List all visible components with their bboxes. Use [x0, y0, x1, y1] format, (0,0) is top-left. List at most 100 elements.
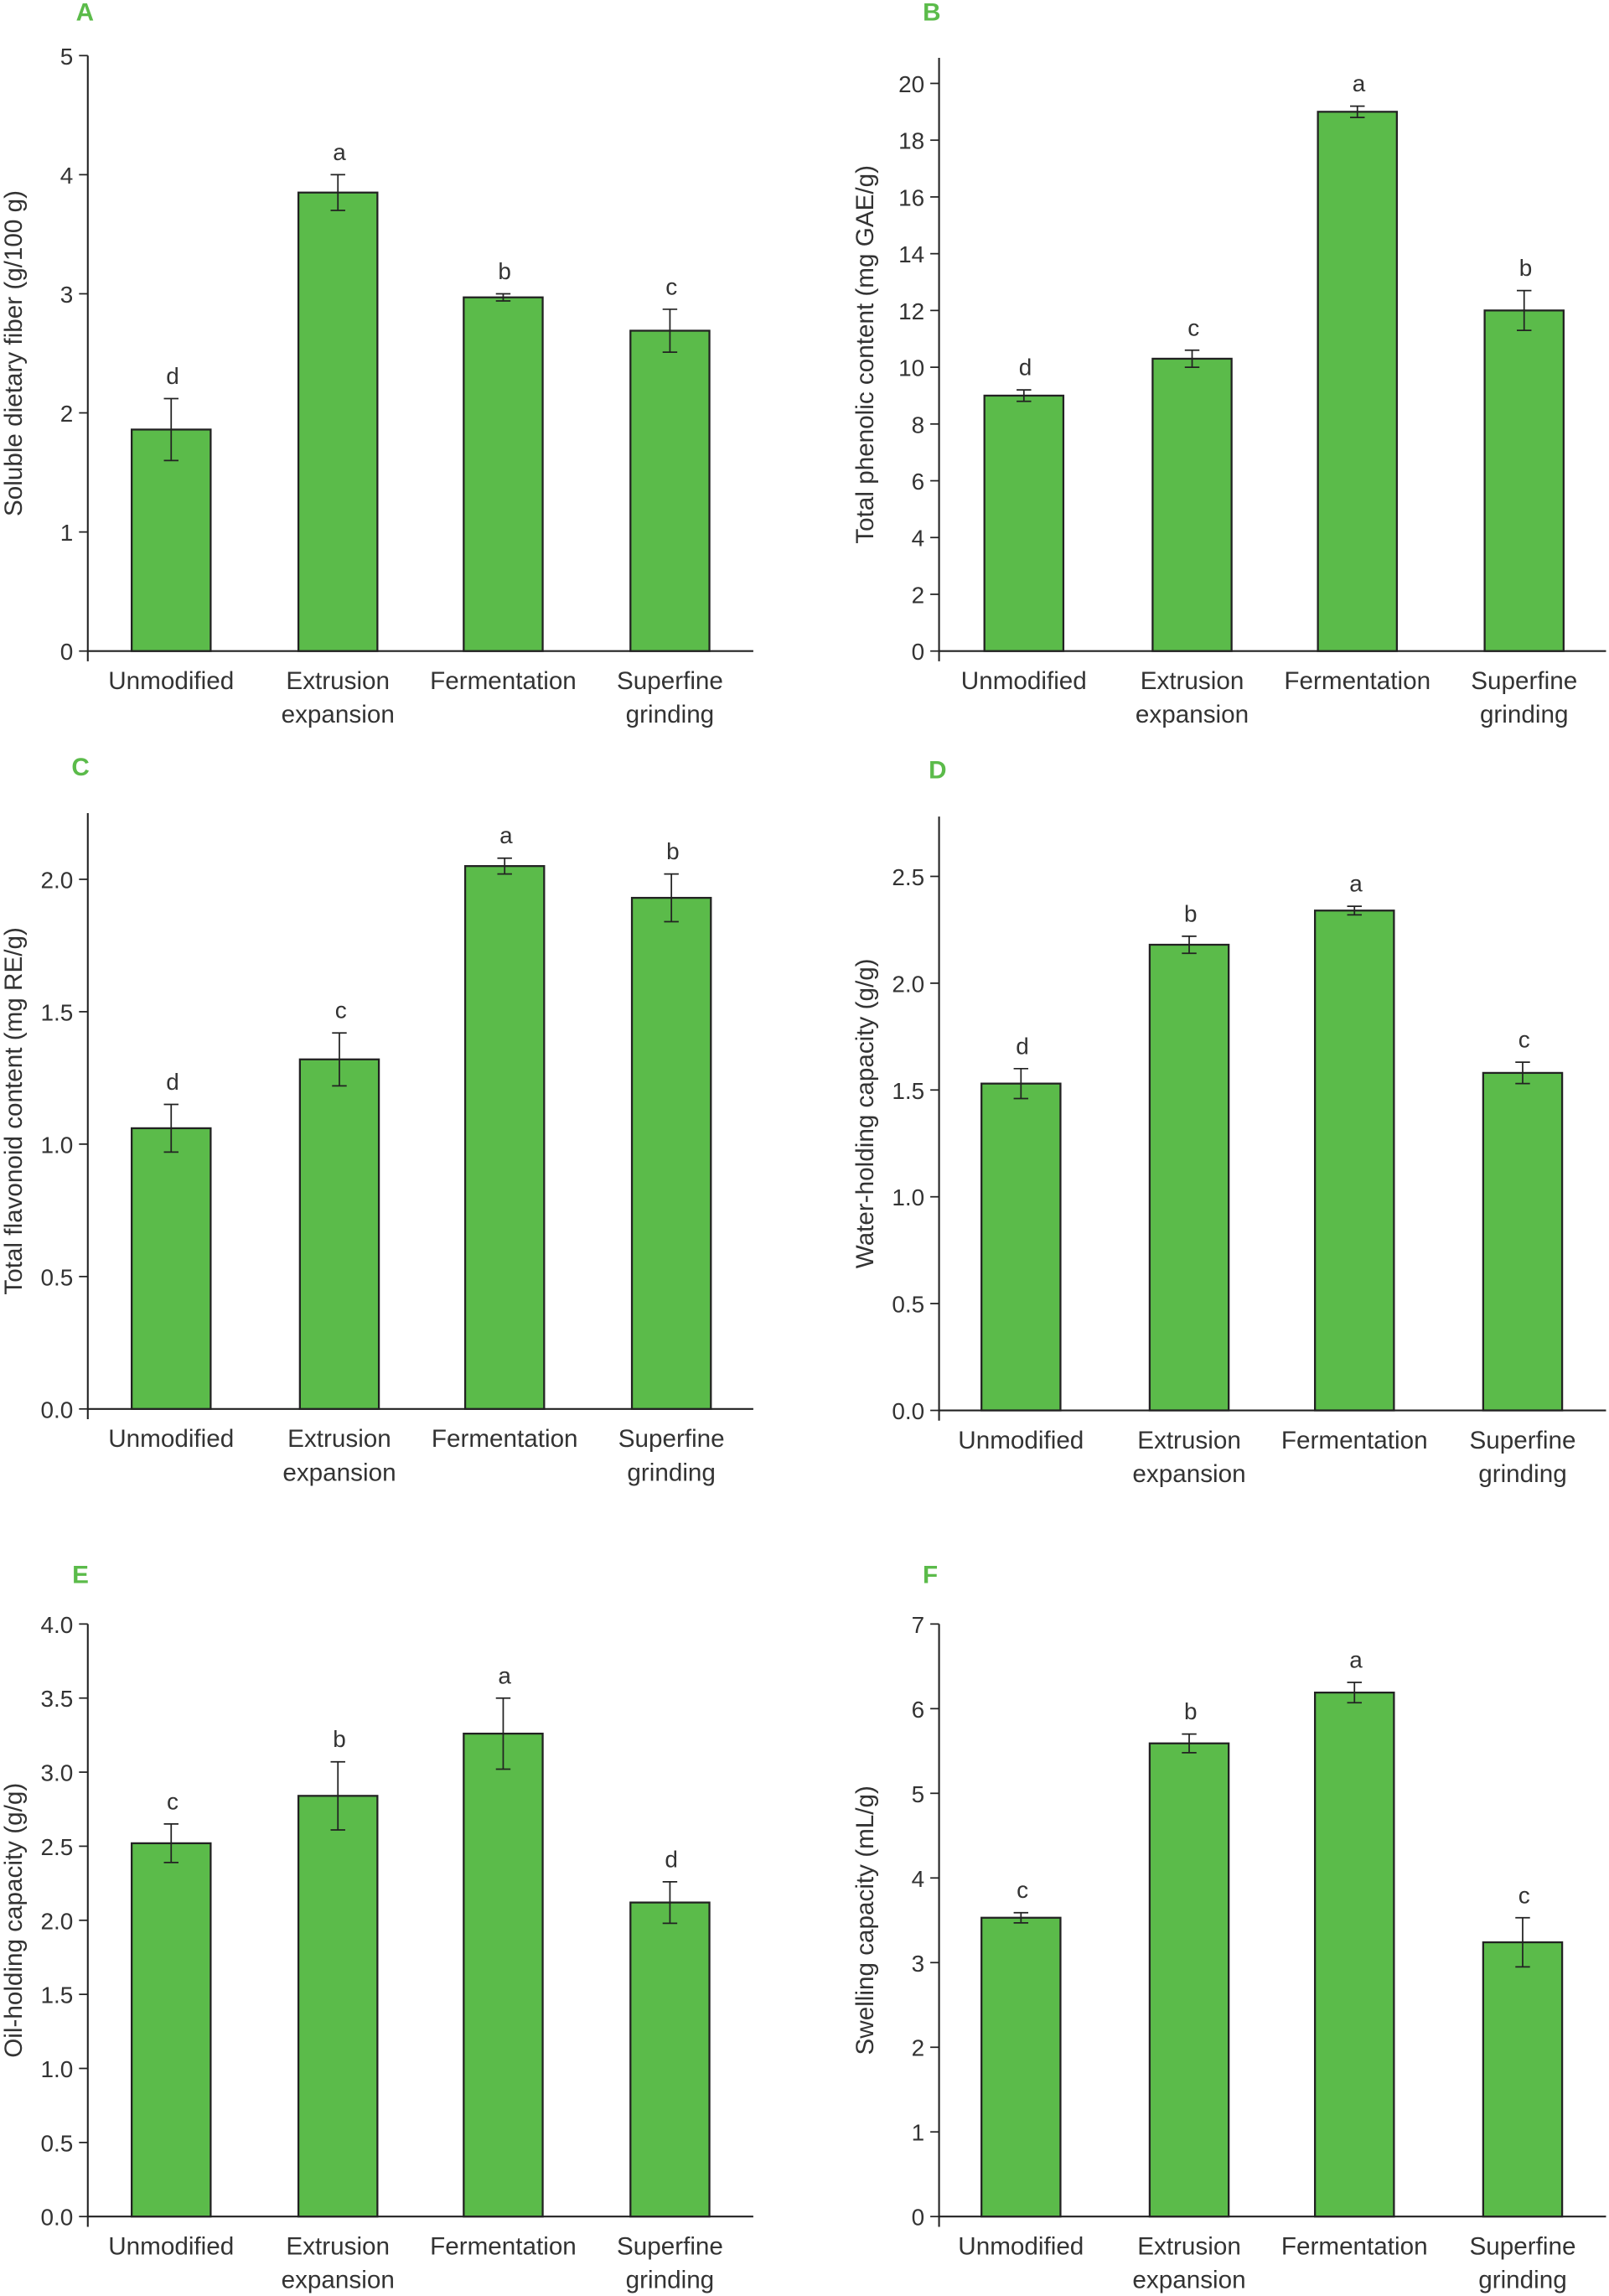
bar-superfine-grinding [1482, 1941, 1564, 2218]
y-tick-label: 4 [60, 163, 74, 189]
bar-fermentation [463, 865, 546, 1410]
y-tick-label: 0.5 [892, 1292, 924, 1318]
y-tick-label: 0.0 [892, 1398, 924, 1424]
significance-letter: a [1349, 1647, 1363, 1673]
significance-letter: d [1016, 1033, 1029, 1059]
category-label: Unmodified [108, 1425, 234, 1453]
bar-extrusion-expansion [298, 1058, 380, 1410]
significance-letter: a [498, 1662, 511, 1688]
category-label: Fermentation [432, 1425, 578, 1453]
y-tick-label: 0 [912, 2205, 925, 2231]
category-label: Extrusion [1137, 2233, 1241, 2261]
category-label: Fermentation [1281, 2233, 1428, 2261]
significance-letter: c [335, 998, 347, 1024]
category-label: Extrusion [1141, 667, 1244, 695]
bar-fermentation [463, 1732, 544, 2218]
y-tick-label: 0 [912, 639, 925, 665]
category-label: Extrusion [287, 1425, 391, 1453]
bar-unmodified [130, 1127, 212, 1410]
y-tick-label: 1.5 [41, 1982, 74, 2008]
significance-letter: d [166, 363, 179, 389]
bar-fermentation [1313, 910, 1395, 1412]
significance-letter: b [666, 838, 680, 864]
significance-letter: a [333, 139, 346, 165]
y-tick-label: 6 [912, 1697, 925, 1723]
y-tick-label: 3.0 [41, 1760, 74, 1786]
y-tick-label: 1.0 [41, 2056, 74, 2082]
panel-label: F [923, 1561, 938, 1589]
y-axis-label: Total phenolic content (mg GAE/g) [851, 165, 879, 544]
category-label: Fermentation [1284, 667, 1431, 695]
y-axis-label: Total flavonoid content (mg RE/g) [0, 927, 28, 1294]
category-label: Extrusion [286, 2233, 390, 2261]
category-label: expansion [282, 2267, 395, 2294]
significance-letter: b [1184, 900, 1198, 926]
y-tick-label: 2.0 [892, 971, 924, 997]
y-tick-label: 4 [912, 1866, 925, 1892]
bar-fermentation [1317, 111, 1399, 652]
panel-label: C [71, 754, 89, 781]
y-tick-label: 14 [898, 241, 924, 267]
significance-letter: c [167, 1788, 178, 1814]
y-axis-label: Soluble dietary fiber (g/100 g) [0, 190, 28, 516]
category-label: Fermentation [1281, 1427, 1428, 1454]
y-tick-label: 2.0 [41, 867, 74, 893]
y-tick-label: 0.0 [41, 2205, 74, 2231]
significance-letter: d [166, 1069, 179, 1095]
y-tick-label: 2 [912, 2035, 925, 2061]
bar-unmodified [130, 428, 212, 652]
bar-fermentation [463, 296, 544, 652]
panel-label: B [923, 0, 940, 26]
bar-extrusion-expansion [297, 1795, 379, 2218]
y-tick-label: 6 [912, 469, 925, 495]
category-label: Superfine [618, 1425, 725, 1453]
panel-label: D [929, 757, 946, 785]
category-label: Superfine [617, 2233, 723, 2261]
y-tick-label: 1.0 [892, 1184, 924, 1210]
y-tick-label: 8 [912, 412, 925, 438]
bar-superfine-grinding [1483, 309, 1565, 652]
category-label: Superfine [1469, 1427, 1575, 1454]
category-label: grinding [627, 1459, 716, 1486]
y-tick-label: 12 [898, 298, 924, 324]
significance-letter: c [1518, 1027, 1530, 1053]
significance-letter: a [1353, 70, 1366, 96]
bar-unmodified [980, 1916, 1062, 2218]
bar-extrusion-expansion [297, 191, 379, 652]
y-tick-label: 2.5 [892, 864, 924, 890]
y-tick-label: 1 [912, 2120, 925, 2146]
significance-letter: c [1017, 1877, 1028, 1903]
y-tick-label: 0.5 [41, 1264, 74, 1290]
y-tick-label: 5 [60, 44, 74, 70]
category-label: Unmodified [961, 667, 1087, 695]
y-tick-label: 4 [912, 526, 925, 552]
category-label: expansion [1132, 2267, 1245, 2294]
category-label: Fermentation [430, 2233, 577, 2261]
significance-letter: a [1349, 871, 1363, 897]
y-tick-label: 16 [898, 184, 924, 210]
bar-superfine-grinding [630, 896, 712, 1410]
bar-fermentation [1313, 1692, 1395, 2218]
bar-extrusion-expansion [1148, 1742, 1230, 2218]
y-tick-label: 3 [60, 282, 74, 308]
category-label: grinding [626, 2267, 715, 2294]
category-label: expansion [1132, 1460, 1245, 1488]
bar-unmodified [130, 1842, 212, 2218]
category-label: Unmodified [108, 2233, 234, 2261]
y-tick-label: 0.5 [41, 2130, 74, 2156]
category-label: grinding [1478, 1460, 1567, 1488]
y-axis-label: Water-holding capacity (g/g) [851, 958, 879, 1268]
category-label: Fermentation [430, 667, 577, 695]
y-tick-label: 5 [912, 1781, 925, 1807]
category-label: Superfine [1469, 2233, 1575, 2261]
bar-unmodified [983, 394, 1065, 652]
significance-letter: b [1184, 1698, 1198, 1724]
significance-letter: c [1518, 1882, 1530, 1908]
y-tick-label: 18 [898, 128, 924, 154]
category-label: expansion [1136, 701, 1249, 728]
significance-letter: d [665, 1846, 678, 1872]
category-label: expansion [282, 1459, 396, 1486]
significance-letter: d [1019, 355, 1032, 381]
panel-label: A [76, 0, 94, 26]
